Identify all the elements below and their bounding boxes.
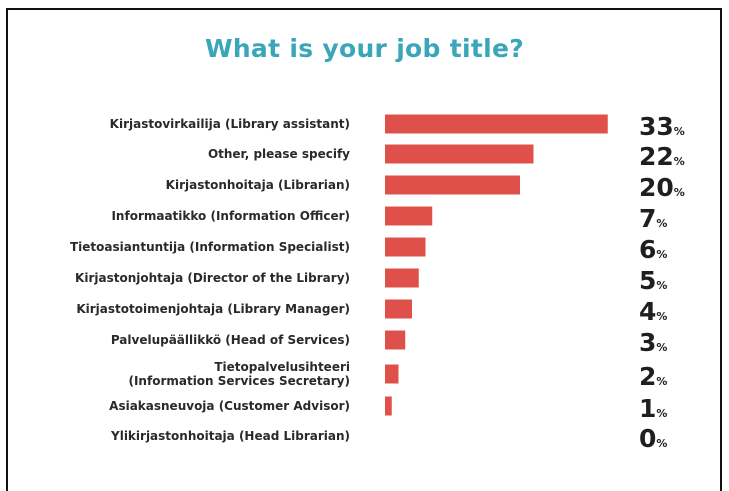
bar (385, 330, 406, 350)
category-label: Kirjastovirkailija (Library assistant) (110, 117, 350, 131)
bar (385, 144, 534, 164)
bar (385, 237, 426, 257)
value-label: 33% (639, 112, 685, 141)
category-label: Kirjastotoimenjohtaja (Library Manager) (76, 302, 350, 316)
value-label: 3% (639, 328, 667, 357)
value-label: 5% (639, 266, 667, 295)
value-label: 6% (639, 235, 667, 264)
category-label: Asiakasneuvoja (Customer Advisor) (109, 399, 350, 413)
category-label: Kirjastonjohtaja (Director of the Librar… (75, 271, 350, 285)
category-label: Tietoasiantuntija (Information Specialis… (70, 240, 350, 254)
value-label: 4% (639, 297, 667, 326)
category-label: Tietopalvelusihteeri (Information Service… (128, 360, 350, 388)
bar (385, 268, 419, 288)
value-label: 7% (639, 204, 667, 233)
bar (385, 114, 608, 134)
value-label: 20% (639, 173, 685, 202)
chart-title: What is your job title? (204, 34, 525, 63)
category-label: Other, please specify (208, 147, 350, 161)
bar (385, 175, 520, 195)
category-label: Palvelupäällikkö (Head of Services) (111, 333, 350, 347)
category-label: Kirjastonhoitaja (Librarian) (166, 178, 350, 192)
chart-frame (6, 8, 722, 491)
bar (385, 206, 433, 226)
value-label: 2% (639, 362, 667, 391)
value-label: 1% (639, 394, 667, 423)
bar (385, 299, 412, 319)
category-label: Informaatikko (Information Officer) (111, 209, 350, 223)
bar (385, 364, 399, 384)
category-label: Ylikirjastonhoitaja (Head Librarian) (110, 429, 350, 443)
bar (385, 396, 392, 416)
value-label: 22% (639, 142, 685, 171)
value-label: 0% (639, 424, 667, 453)
